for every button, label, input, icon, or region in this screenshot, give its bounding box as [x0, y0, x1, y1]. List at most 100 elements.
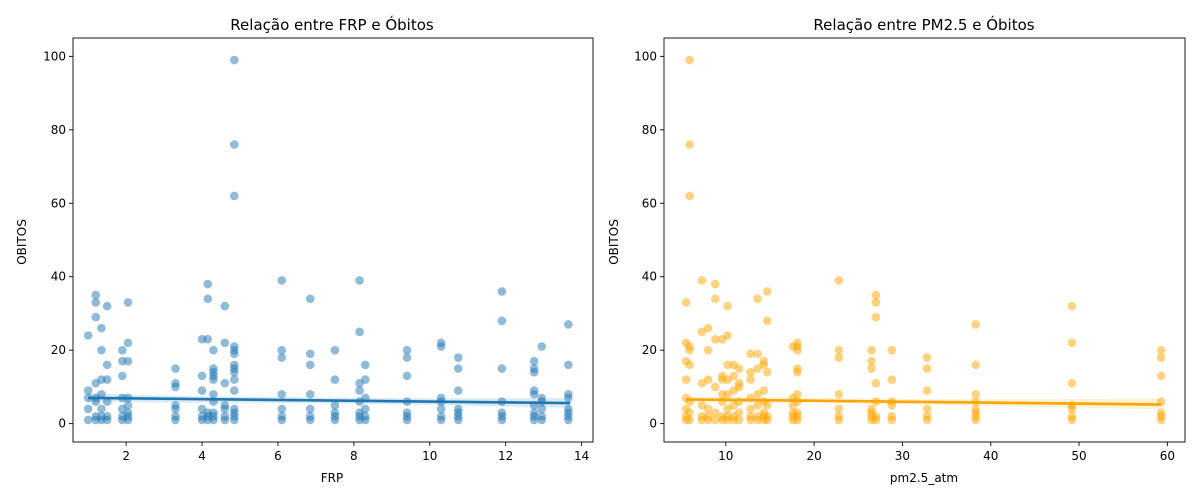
data-point: [203, 294, 213, 304]
data-point: [305, 389, 315, 399]
data-point: [277, 276, 287, 285]
data-point: [220, 301, 230, 311]
data-point: [685, 55, 694, 65]
data-point: [305, 360, 315, 370]
data-point: [887, 375, 897, 384]
data-point: [685, 415, 694, 425]
data-point: [753, 411, 762, 421]
data-point: [685, 342, 694, 351]
data-point: [1067, 301, 1077, 311]
data-point: [123, 338, 133, 348]
data-point: [360, 404, 370, 414]
data-point: [703, 323, 713, 333]
y-tick-label: 80: [642, 123, 657, 137]
data-point: [867, 356, 876, 366]
data-point: [102, 301, 112, 311]
x-tick-label: 12: [498, 449, 513, 463]
data-point: [681, 298, 691, 307]
data-point: [710, 382, 720, 392]
data-point: [729, 371, 739, 381]
regression-line: [88, 396, 571, 405]
data-point: [91, 290, 101, 300]
data-point: [834, 404, 844, 414]
data-point: [1156, 345, 1166, 355]
x-tick-label: 6: [274, 449, 282, 463]
data-point: [230, 55, 239, 65]
data-point: [436, 411, 446, 421]
chart-title: Relação entre PM2.5 e Óbitos: [813, 15, 1034, 34]
y-tick-label: 100: [43, 49, 66, 63]
data-point: [97, 345, 106, 355]
data-point: [97, 323, 106, 333]
data-point: [171, 378, 180, 388]
data-point: [564, 320, 573, 329]
data-point: [305, 294, 315, 304]
data-point: [102, 411, 112, 421]
data-point: [867, 404, 876, 414]
data-point: [220, 338, 230, 348]
data-point: [230, 404, 239, 414]
data-point: [971, 404, 981, 414]
data-point: [537, 404, 547, 414]
data-point: [497, 408, 507, 417]
data-point: [305, 411, 315, 421]
data-point: [834, 345, 844, 355]
data-point: [330, 345, 340, 355]
x-tick-label: 4: [198, 449, 206, 463]
data-points: [681, 55, 1166, 425]
data-point: [277, 411, 287, 421]
data-point: [529, 408, 539, 417]
data-point: [564, 404, 573, 414]
data-point: [1067, 411, 1077, 421]
data-point: [871, 378, 881, 388]
data-point: [834, 276, 844, 285]
data-point: [1156, 408, 1166, 417]
data-point: [564, 389, 573, 399]
data-point: [753, 389, 762, 399]
frp-chart-panel: Relação entre FRP e Óbitos FRP OBITOS 2 4…: [15, 15, 594, 485]
data-point: [305, 404, 315, 414]
y-axis-label: OBITOS: [15, 219, 29, 265]
data-point: [453, 404, 463, 414]
data-point: [734, 378, 744, 388]
data-point: [871, 411, 881, 421]
data-point: [209, 345, 218, 355]
x-axis-label: FRP: [321, 471, 343, 485]
data-point: [230, 375, 239, 384]
data-point: [123, 408, 133, 417]
data-point: [436, 393, 446, 403]
data-point: [793, 389, 802, 399]
data-point: [355, 386, 364, 395]
data-point: [123, 400, 133, 410]
data-point: [922, 411, 932, 421]
x-tick-label: 14: [574, 449, 589, 463]
data-point: [360, 411, 370, 421]
data-point: [197, 371, 207, 381]
x-tick-label: 40: [983, 449, 998, 463]
data-point: [91, 298, 101, 307]
x-tick-label: 10: [422, 449, 437, 463]
data-point: [1067, 338, 1077, 348]
data-point: [746, 367, 755, 377]
data-point: [734, 415, 744, 425]
data-point: [697, 400, 707, 410]
data-point: [277, 404, 287, 414]
data-point: [723, 411, 732, 421]
data-point: [83, 386, 93, 395]
data-point: [971, 389, 981, 399]
y-tick-label: 20: [51, 343, 66, 357]
y-tick-label: 60: [51, 196, 66, 210]
chart-title: Relação entre FRP e Óbitos: [230, 15, 434, 34]
data-point: [703, 345, 713, 355]
y-tick-label: 40: [51, 270, 66, 284]
data-point: [685, 140, 694, 149]
data-point: [171, 364, 180, 373]
y-tick-label: 40: [642, 270, 657, 284]
data-point: [305, 349, 315, 359]
data-point: [497, 316, 507, 326]
data-point: [360, 375, 370, 384]
data-point: [763, 316, 772, 326]
data-point: [118, 345, 127, 355]
data-point: [330, 375, 340, 384]
